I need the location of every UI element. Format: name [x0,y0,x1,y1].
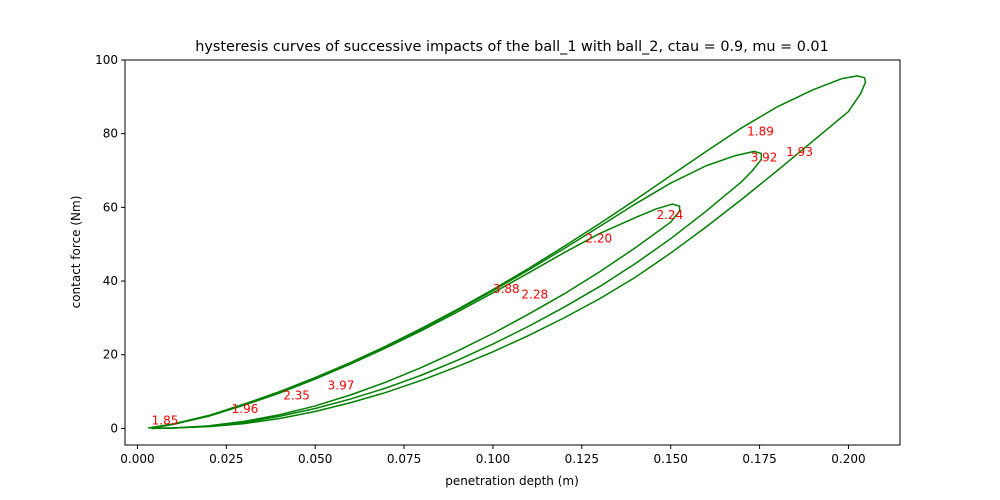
x-axis-label: penetration depth (m) [445,474,579,488]
x-tick-label-5: 0.125 [565,452,599,466]
hysteresis-loop-3 [151,203,681,430]
x-tick-label-4: 0.100 [476,452,510,466]
y-tick-label-2: 40 [103,274,118,288]
y-axis-ticks: 0 20 40 60 80 100 [95,53,125,435]
annotation-6: 2.28 [521,288,548,302]
annotation-2: 1.96 [232,402,259,416]
y-tick-label-3: 60 [103,200,118,214]
y-axis-label: contact force (Nm) [69,196,83,309]
y-tick-label-4: 80 [103,127,118,141]
plot-frame [124,59,901,446]
curves-layer [147,75,867,430]
annotation-5: 3.88 [493,282,520,296]
x-tick-label-3: 0.075 [387,452,421,466]
x-axis-ticks: 0.000 0.025 0.050 0.075 0.100 0.125 0.150 0.175… [120,445,866,466]
annotation-1: 1.85 [152,414,179,428]
x-tick-label-8: 0.200 [831,452,865,466]
annotation-4: 3.97 [328,378,355,392]
annotation-7: 2.20 [585,231,612,245]
y-tick-label-1: 20 [103,348,118,362]
annotation-10: 3.92 [751,151,778,165]
x-tick-label-6: 0.150 [654,452,688,466]
x-tick-label-7: 0.175 [742,452,776,466]
y-tick-label-0: 0 [110,421,118,435]
annotation-9: 1.89 [747,125,774,139]
y-tick-label-5: 100 [95,53,118,67]
x-tick-label-2: 0.050 [298,452,332,466]
hysteresis-loop-2 [151,150,763,430]
chart-title: hysteresis curves of successive impacts … [195,39,829,55]
annotation-8: 2.24 [656,208,683,222]
x-tick-label-0: 0.000 [120,452,154,466]
annotation-3: 2.35 [283,388,310,402]
annotation-11: 1.93 [786,145,813,159]
x-tick-label-1: 0.025 [209,452,243,466]
annotations-layer: 1.85 1.96 2.35 3.97 3.88 2.28 2.20 2.24 1.89 3.92… [152,125,813,428]
